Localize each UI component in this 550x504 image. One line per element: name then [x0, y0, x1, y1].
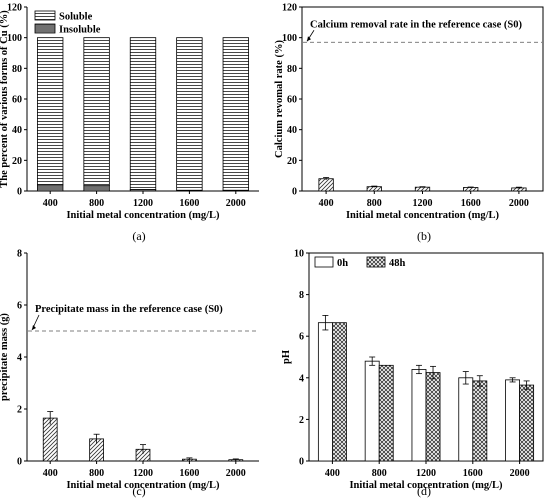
- y-tick-label: 40: [12, 125, 22, 136]
- y-tick-label: 20: [12, 156, 22, 167]
- x-tick-label: 1200: [133, 468, 153, 479]
- panel-label: (c): [132, 484, 145, 498]
- panel-label: (a): [132, 229, 145, 243]
- legend-label: 0h: [337, 258, 348, 269]
- bar: [463, 187, 479, 192]
- bar-soluble: [129, 37, 157, 190]
- reference-arrowhead: [32, 325, 36, 330]
- chart-panel-3: 0 2 4 6 8 10 400 800 1200 1600 2000 Initial metal c…: [281, 249, 544, 498]
- x-axis-title: Initial metal concentration (mg/L): [349, 480, 503, 491]
- x-tick-label: 1200: [416, 468, 436, 479]
- bar-insoluble: [37, 184, 64, 192]
- y-axis-title: The percent of various forms of Cu (%): [0, 10, 10, 188]
- reference-label: Calcium removal rate in the reference ca…: [310, 19, 522, 30]
- x-tick-label: 1200: [133, 198, 153, 209]
- bar-0h: [505, 379, 520, 462]
- bar-0h: [411, 369, 427, 462]
- bar-soluble: [176, 37, 203, 191]
- y-tick-label: 80: [12, 64, 22, 75]
- x-axis-title: Initial metal concentration (mg/L): [66, 210, 220, 221]
- y-tick-label: 2: [299, 415, 304, 426]
- y-axis-title: Calcium revomal rate (%): [274, 40, 285, 158]
- x-tick-label: 800: [89, 468, 104, 479]
- y-tick-label: 0: [17, 457, 22, 468]
- legend-swatch: [34, 23, 56, 34]
- x-axis-title: Initial metal concentration (mg/L): [346, 210, 500, 221]
- y-tick-label: 120: [7, 3, 22, 14]
- x-tick-label: 2000: [226, 468, 246, 479]
- y-tick-label: 100: [7, 33, 22, 44]
- y-tick-label: 100: [282, 33, 297, 44]
- x-tick-label: 800: [367, 198, 382, 209]
- bar-48h: [519, 384, 535, 462]
- y-tick-label: 60: [12, 95, 22, 106]
- bar-48h: [331, 322, 347, 462]
- y-tick-label: 0: [299, 457, 304, 468]
- chart-panel-0: 0 20 40 60 80 100 120 400 800 1200 1600 2000 Initial…: [0, 3, 259, 243]
- bar: [366, 186, 382, 192]
- x-axis-title: Initial metal concentration (mg/L): [66, 480, 220, 491]
- legend-label: 48h: [389, 258, 406, 269]
- y-tick-label: 4: [299, 373, 304, 384]
- bar-0h: [458, 377, 474, 462]
- x-tick-label: 800: [89, 198, 104, 209]
- chart-panel-2: 0 2 4 6 8 400 800 1200 1600 2000 Initial metal con…: [0, 249, 259, 498]
- y-tick-label: 120: [282, 3, 297, 14]
- panel-label: (b): [417, 229, 431, 243]
- x-tick-label: 1200: [413, 198, 433, 209]
- x-tick-label: 400: [319, 198, 334, 209]
- bar-soluble: [222, 37, 249, 191]
- bar-soluble: [83, 37, 110, 187]
- chart-panel-1: 0 20 40 60 80 100 120 400 800 1200 1600 2000 Initial…: [274, 3, 544, 243]
- x-tick-label: 400: [43, 198, 58, 209]
- y-axis-title: precipitate mass (g): [0, 313, 10, 401]
- x-tick-label: 1600: [461, 198, 481, 209]
- x-tick-label: 2000: [510, 468, 530, 479]
- bar: [414, 186, 431, 192]
- y-tick-label: 4: [17, 353, 22, 364]
- legend-swatch: [34, 10, 56, 21]
- legend-swatch: [366, 256, 386, 268]
- plot-frame: [301, 6, 544, 192]
- x-tick-label: 800: [372, 468, 387, 479]
- y-tick-label: 20: [287, 156, 297, 167]
- bar-48h: [425, 372, 441, 462]
- y-tick-label: 0: [292, 187, 297, 198]
- x-tick-label: 1600: [179, 198, 199, 209]
- bar-48h: [378, 364, 394, 462]
- legend-label: Insoluble: [59, 25, 101, 36]
- legend-swatch: [314, 256, 334, 268]
- x-tick-label: 1600: [179, 468, 199, 479]
- x-tick-label: 2000: [509, 198, 529, 209]
- y-axis-title: pH: [281, 350, 292, 364]
- bar-insoluble: [83, 185, 110, 192]
- y-tick-label: 10: [294, 249, 304, 260]
- reference-label: Precipitate mass in the reference case (…: [35, 304, 223, 315]
- y-tick-label: 8: [17, 249, 22, 260]
- bar: [318, 178, 334, 192]
- x-tick-label: 400: [325, 468, 340, 479]
- x-tick-label: 1600: [463, 468, 483, 479]
- panel-label: (d): [417, 484, 431, 498]
- reference-arrowhead: [307, 36, 311, 42]
- x-tick-label: 400: [43, 468, 58, 479]
- legend-label: Soluble: [59, 12, 93, 23]
- y-tick-label: 2: [17, 405, 22, 416]
- bar-0h: [364, 360, 380, 462]
- x-tick-label: 2000: [226, 198, 246, 209]
- y-tick-label: 6: [17, 301, 22, 312]
- y-tick-label: 80: [287, 64, 297, 75]
- y-tick-label: 6: [299, 332, 304, 343]
- y-tick-label: 60: [287, 95, 297, 106]
- y-tick-label: 0: [17, 187, 22, 198]
- y-tick-label: 40: [287, 125, 297, 136]
- bar-0h: [317, 322, 333, 462]
- bar-48h: [472, 380, 488, 462]
- bar-soluble: [37, 37, 64, 186]
- y-tick-label: 8: [299, 290, 304, 301]
